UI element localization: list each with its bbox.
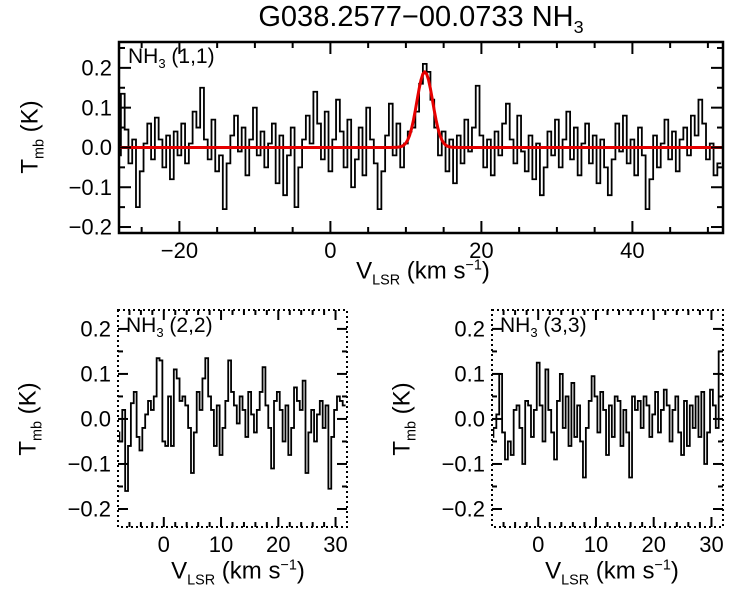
y-axis-label-top: Tmb (K) <box>16 100 48 174</box>
y-tick-label: 0.1 <box>81 95 112 120</box>
spectrum-path-nh3_33 <box>493 350 722 479</box>
figure-title-subscript: 3 <box>573 16 584 37</box>
y-tick-label: 0.1 <box>454 362 485 387</box>
y-axis-label-bottom-left: Tmb (K) <box>14 382 46 456</box>
y-tick-label: 0.0 <box>81 135 112 160</box>
y-tick-label: 0.0 <box>80 407 111 432</box>
y-tick-label: 0.2 <box>80 317 111 342</box>
figure-title: G038.2577−00.0733 NH3 <box>119 1 723 38</box>
axes-box-nh3_11 <box>117 40 725 235</box>
axes-box-nh3_33 <box>491 309 724 528</box>
x-tick-label: 20 <box>641 532 665 557</box>
x-tick-label: 40 <box>620 238 644 263</box>
x-tick-label: 0 <box>324 238 336 263</box>
x-axis-label-top: VLSR (km s−1) <box>356 257 490 289</box>
x-tick-label: 30 <box>323 532 347 557</box>
x-tick-label: 10 <box>584 532 608 557</box>
ticks-nh3_33 <box>492 310 723 527</box>
tick-labels-nh3_11: −20 0 20 40 0.2 0.1 0.0 −0.1 −0.2 <box>69 56 645 263</box>
y-tick-label: −0.2 <box>68 497 111 522</box>
panel-nh3_22: 0 10 20 30 0.2 0.1 0.0 −0.1 −0.2 <box>68 309 348 557</box>
x-tick-label: 0 <box>532 532 544 557</box>
y-tick-label: −0.2 <box>69 215 112 240</box>
y-tick-label: −0.2 <box>442 497 485 522</box>
ticks-nh3_22 <box>118 310 347 527</box>
x-tick-label: 10 <box>209 532 233 557</box>
ticks-nh3_11 <box>119 42 723 233</box>
y-tick-label: 0.2 <box>454 317 485 342</box>
x-tick-label: −20 <box>161 238 198 263</box>
axes-box-nh3_22 <box>117 309 348 528</box>
x-tick-label: 30 <box>699 532 723 557</box>
panel-nh3_11: −20 0 20 40 0.2 0.1 0.0 −0.1 −0.2 <box>69 40 725 263</box>
x-tick-label: 20 <box>469 238 493 263</box>
x-axis-label-bottom-right: VLSR (km s−1) <box>545 557 679 589</box>
y-tick-label: 0.1 <box>80 362 111 387</box>
tick-labels-nh3_22: 0 10 20 30 0.2 0.1 0.0 −0.1 −0.2 <box>68 317 348 557</box>
y-tick-label: 0.2 <box>81 56 112 81</box>
panel-nh3_33: 0 10 20 30 0.2 0.1 0.0 −0.1 −0.2 <box>442 309 724 557</box>
tick-labels-nh3_33: 0 10 20 30 0.2 0.1 0.0 −0.1 −0.2 <box>442 317 724 557</box>
spectrum-path-nh3_22 <box>119 357 346 492</box>
x-tick-label: 0 <box>158 532 170 557</box>
y-tick-label: −0.1 <box>442 452 485 477</box>
x-tick-label: 20 <box>266 532 290 557</box>
panel-label-nh3-33: NH3 (3,3) <box>500 314 587 341</box>
panel-label-nh3-22: NH3 (2,2) <box>126 314 213 341</box>
gaussian-fit-curve <box>120 70 722 149</box>
figure-title-text: G038.2577−00.0733 NH <box>258 1 574 33</box>
y-axis-label-bottom-right: Tmb (K) <box>388 382 420 456</box>
y-tick-label: −0.1 <box>69 175 112 200</box>
y-tick-label: 0.0 <box>454 407 485 432</box>
x-axis-label-bottom-left: VLSR (km s−1) <box>171 557 305 589</box>
panel-label-nh3-11: NH3 (1,1) <box>128 45 215 72</box>
y-tick-label: −0.1 <box>68 452 111 477</box>
